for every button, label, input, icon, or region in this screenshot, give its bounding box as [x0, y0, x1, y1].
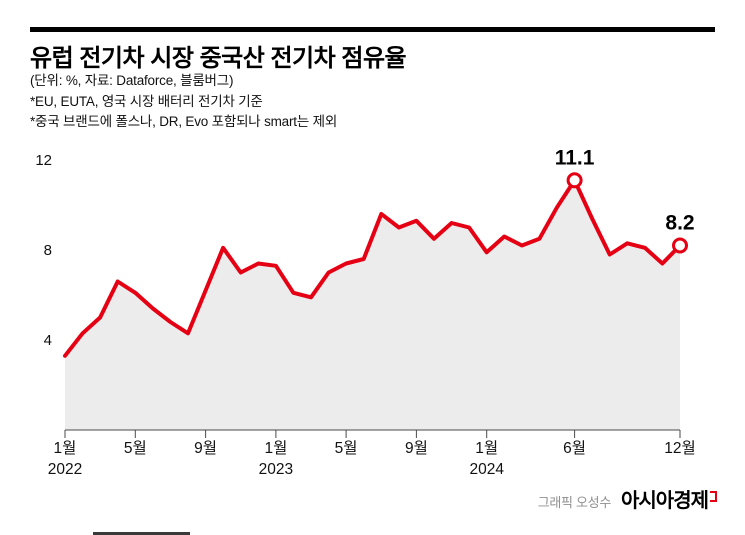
chart-notes: (단위: %, 자료: Dataforce, 블룸버그) *EU, EUTA, …: [30, 71, 337, 133]
chart-unit-source-note: (단위: %, 자료: Dataforce, 블룸버그): [30, 73, 234, 88]
line-chart: 4 8 12 1월 2022 5월 9월 1월 2023 5월 9월 1월 2024 6월 12월 11.1 8…: [35, 146, 696, 478]
x-tick-label: 9월: [194, 439, 217, 457]
y-tick-label: 4: [44, 332, 52, 349]
data-point-marker: [672, 237, 688, 254]
x-year-label: 2023: [259, 461, 293, 478]
chart-title: 유럽 전기차 시장 중국산 전기차 점유율: [30, 45, 407, 72]
x-tick-label: 5월: [335, 439, 358, 457]
annotation-label: 8.2: [665, 212, 694, 235]
x-tick-label: 1월: [475, 439, 498, 457]
x-tick-label: 1월: [54, 439, 77, 457]
brand-text: 아시아경제: [621, 490, 709, 512]
x-tick-label: 12월: [664, 439, 696, 457]
footer: 그래픽 오성수 아시아경제: [538, 491, 717, 511]
x-year-label: 2024: [469, 461, 504, 478]
brand-mark-icon: [710, 491, 717, 502]
bottom-crop-artifact: [93, 532, 190, 535]
x-tick-label: 5월: [124, 439, 147, 457]
x-tick-label: 9월: [405, 439, 428, 457]
y-tick-label: 12: [35, 152, 52, 169]
y-tick-label: 8: [44, 242, 52, 259]
top-rule: [30, 27, 715, 32]
x-tick-label: 6월: [563, 439, 586, 457]
chart-brand-note: *중국 브랜드에 폴스나, DR, Evo 포함되나 smart는 제외: [30, 114, 338, 129]
graphic-credit: 그래픽 오성수: [537, 494, 612, 510]
area-fill: [65, 180, 680, 430]
chart-scope-note: *EU, EUTA, 영국 시장 배터리 전기차 기준: [30, 93, 263, 109]
data-point-marker: [566, 172, 583, 189]
annotation-label: 11.1: [555, 146, 595, 169]
brand-logo: 아시아경제: [621, 491, 717, 511]
x-year-label: 2022: [48, 461, 82, 478]
x-tick-label: 1월: [264, 439, 287, 457]
